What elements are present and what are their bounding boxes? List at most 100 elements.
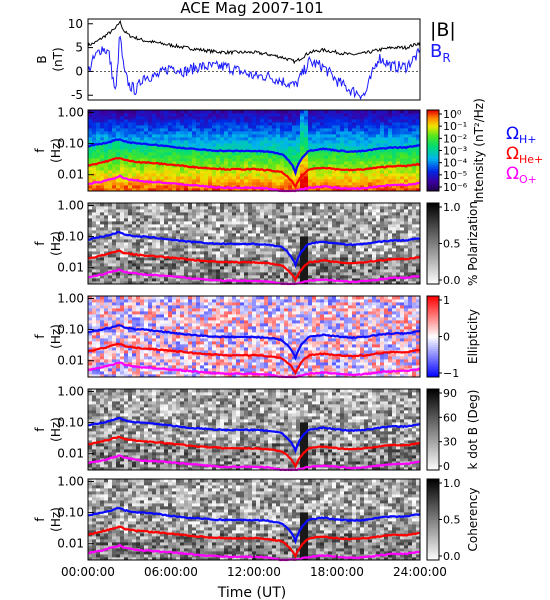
spectrogram-cell [376, 170, 381, 174]
spectrogram-cell [352, 254, 357, 258]
spectrogram-cell [196, 212, 201, 216]
spectrogram-cell [380, 272, 385, 276]
spectrogram-cell [276, 134, 281, 138]
spectrogram-cell [212, 143, 217, 147]
spectrogram-cell [264, 182, 269, 186]
spectrogram-cell [184, 206, 189, 210]
spectrogram-cell [380, 275, 385, 279]
spectrogram-cell [324, 224, 329, 228]
spectrogram-cell [272, 137, 277, 141]
spectrogram-cell [284, 272, 289, 276]
spectrogram-cell [136, 251, 141, 255]
spectrogram-cell [256, 218, 261, 222]
spectrogram-cell [104, 161, 109, 165]
spectrogram-cell [108, 188, 113, 192]
spectrogram-cell [92, 110, 97, 114]
spectrogram-cell [332, 146, 337, 150]
spectrogram-cell [180, 224, 185, 228]
spectrogram-cell [136, 275, 141, 279]
spectrogram-cell [304, 125, 309, 129]
spectrogram-cell [276, 167, 281, 171]
spectrogram-cell [116, 146, 121, 150]
spectrogram-cell [404, 260, 409, 264]
spectrogram-cell [412, 152, 417, 156]
spectrogram-cell [124, 347, 129, 351]
spectrogram-cell [324, 254, 329, 258]
spectrogram-cell [196, 122, 201, 126]
spectrogram-cell [104, 275, 109, 279]
spectrogram-cell [412, 203, 417, 207]
spectrogram-cell [176, 263, 181, 267]
spectrogram-cell [396, 206, 401, 210]
spectrogram-cell [396, 269, 401, 273]
spectrogram-cell [392, 263, 397, 267]
spectrogram-cell [92, 203, 97, 207]
spectrogram-cell [116, 218, 121, 222]
spectrogram-cell [128, 152, 133, 156]
spectrogram-cell [308, 215, 313, 219]
spectrogram-cell [256, 260, 261, 264]
spectrogram-cell [216, 140, 221, 144]
spectrogram-cell [304, 254, 309, 258]
spectrogram-cell [200, 251, 205, 255]
spectrogram-cell [144, 212, 149, 216]
spectrogram-cell [212, 173, 217, 177]
spectrogram-cell [136, 176, 141, 180]
spectrogram-cell [136, 215, 141, 219]
spectrogram-cell [272, 272, 277, 276]
spectrogram-cell [244, 143, 249, 147]
spectrogram-cell [136, 164, 141, 168]
spectrogram-cell [180, 143, 185, 147]
f-yunit: (Hz) [49, 231, 63, 256]
spectrogram-cell [280, 260, 285, 264]
spectrogram-cell [144, 146, 149, 150]
spectrogram-cell [204, 176, 209, 180]
spectrogram-cell [372, 215, 377, 219]
spectrogram-cell [296, 242, 301, 246]
spectrogram-cell [96, 110, 101, 114]
spectrogram-cell [348, 137, 353, 141]
spectrogram-cell [292, 155, 297, 159]
spectrogram-cell [132, 371, 137, 375]
spectrogram-cell [264, 248, 269, 252]
colorbar-tick-label: 10⁻³ [443, 145, 467, 158]
spectrogram-cell [228, 110, 233, 114]
spectrogram-cell [400, 278, 405, 282]
spectrogram-cell [96, 212, 101, 216]
spectrogram-cell [368, 245, 373, 249]
spectrogram-cell [168, 221, 173, 225]
spectrogram-cell [304, 176, 309, 180]
spectrogram-cell [128, 269, 133, 273]
spectrogram-cell [348, 173, 353, 177]
spectrogram-cell [372, 281, 377, 285]
spectrogram-cell [116, 251, 121, 255]
spectrogram-cell [200, 239, 205, 243]
spectrogram-cell [364, 218, 369, 222]
spectrogram-cell [400, 209, 405, 213]
spectrogram-cell [348, 236, 353, 240]
spectrogram-cell [312, 275, 317, 279]
spectrogram-cell [120, 272, 125, 276]
spectrogram-cell [408, 206, 413, 210]
spectrogram-cell [128, 299, 133, 303]
spectrogram-cell [144, 251, 149, 255]
spectrogram-cell [360, 170, 365, 174]
spectrogram-cell [200, 209, 205, 213]
spectrogram-cell [188, 110, 193, 114]
spectrogram-cell [340, 161, 345, 165]
spectrogram-cell [96, 368, 101, 372]
spectrogram-cell [352, 140, 357, 144]
spectrogram-cell [236, 128, 241, 132]
spectrogram-cell [156, 203, 161, 207]
spectrogram-cell [108, 125, 113, 129]
spectrogram-cell [144, 110, 149, 114]
spectrogram-cell [268, 203, 273, 207]
spectrogram-cell [304, 251, 309, 255]
spectrogram-cell [280, 110, 285, 114]
spectrogram-cell [132, 299, 137, 303]
spectrogram-cell [348, 128, 353, 132]
spectrogram-cell [252, 227, 257, 231]
spectrogram-cell [220, 224, 225, 228]
spectrogram-cell [384, 203, 389, 207]
spectrogram-cell [376, 116, 381, 120]
